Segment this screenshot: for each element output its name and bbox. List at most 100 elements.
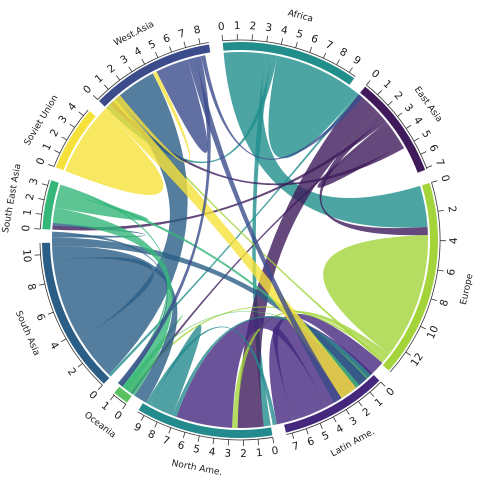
- region-label-oceania: Oceania: [82, 410, 117, 440]
- tick-label-latin-ame-3: 3: [348, 415, 360, 429]
- tick-mark-south-asia-2: [77, 363, 83, 368]
- tick-mark-soviet-union-3: [69, 123, 75, 128]
- tick-label-north-ame-4: 4: [208, 446, 217, 459]
- tick-label-south-east-asia-0: 0: [20, 225, 32, 232]
- tick-mark-east-asia-3: [397, 112, 403, 117]
- tick-mark-north-ame-0: [272, 437, 275, 444]
- tick-label-africa-5: 5: [295, 28, 305, 41]
- tick-mark-west-asia-6: [169, 46, 172, 53]
- tick-axis-africa: [222, 39, 356, 77]
- tick-mark-latin-ame-1: [369, 391, 375, 397]
- tick-mark-africa-8: [336, 59, 340, 66]
- tick-label-south-asia-6: 6: [34, 312, 48, 323]
- tick-label-south-asia-8: 8: [25, 282, 38, 291]
- tick-mark-west-asia-7: [183, 41, 187, 48]
- tick-label-east-asia-7: 7: [433, 157, 447, 168]
- tick-label-east-asia-2: 2: [392, 89, 405, 102]
- tick-label-south-asia-0: 0: [86, 389, 99, 402]
- tick-mark-europe-8: [431, 298, 437, 302]
- tick-mark-oceania-1: [109, 395, 115, 401]
- tick-label-africa-2: 2: [249, 20, 256, 32]
- tick-label-latin-ame-0: 0: [384, 385, 397, 398]
- tick-mark-europe-10: [420, 326, 426, 330]
- tick-label-west-asia-5: 5: [147, 38, 158, 52]
- tick-mark-north-ame-1: [257, 439, 260, 446]
- tick-label-latin-ame-6: 6: [306, 435, 317, 449]
- tick-label-east-asia-0: 0: [369, 67, 382, 81]
- tick-mark-europe-2: [437, 209, 444, 212]
- tick-mark-west-asia-2: [115, 75, 121, 81]
- tick-label-europe-0: 0: [438, 173, 451, 183]
- tick-mark-latin-ame-2: [358, 400, 363, 407]
- tick-mark-west-asia-8: [198, 38, 201, 45]
- tick-mark-north-ame-5: [197, 435, 200, 442]
- region-label-north-ame: North Ame.: [171, 459, 223, 478]
- tick-mark-europe-12: [405, 351, 411, 356]
- tick-label-south-asia-10: 10: [20, 249, 33, 263]
- tick-mark-south-asia-6: [47, 311, 54, 315]
- tick-label-europe-2: 2: [445, 205, 458, 213]
- tick-label-africa-4: 4: [280, 24, 289, 37]
- region-arc-soviet-union: [55, 111, 96, 171]
- tick-label-latin-ame-1: 1: [373, 396, 386, 409]
- tick-mark-south-asia-0: [98, 384, 103, 390]
- tick-label-soviet-union-3: 3: [56, 113, 70, 125]
- tick-mark-south-east-asia-1: [35, 213, 42, 215]
- tick-label-soviet-union-0: 0: [34, 156, 48, 167]
- tick-label-africa-9: 9: [351, 54, 363, 68]
- tick-label-north-ame-0: 0: [271, 445, 280, 458]
- tick-mark-latin-ame-0: [380, 381, 386, 387]
- tick-label-soviet-union-4: 4: [66, 100, 80, 113]
- tick-label-west-asia-7: 7: [177, 27, 187, 40]
- region-arc-south-asia: [42, 242, 110, 384]
- chord-west-asia-to-north-ame: [117, 56, 211, 387]
- tick-axis-south-east-asia: [39, 179, 50, 230]
- tick-axis-south-asia: [39, 242, 103, 386]
- region-arcs-layer: [42, 42, 438, 438]
- tick-mark-west-asia-4: [141, 58, 146, 65]
- tick-mark-east-asia-2: [387, 101, 393, 106]
- tick-label-north-ame-9: 9: [132, 421, 144, 435]
- region-label-south-east-asia: South East Asia: [1, 163, 23, 234]
- tick-mark-latin-ame-3: [345, 409, 350, 415]
- tick-mark-soviet-union-2: [61, 136, 68, 141]
- tick-mark-latin-ame-4: [332, 416, 337, 423]
- tick-label-europe-8: 8: [438, 298, 451, 308]
- tick-label-south-east-asia-1: 1: [21, 208, 34, 216]
- tick-mark-west-asia-0: [93, 95, 98, 100]
- tick-mark-africa-6: [309, 46, 313, 53]
- tick-axis-west-asia: [97, 42, 209, 100]
- tick-mark-africa-4: [280, 38, 283, 45]
- tick-mark-east-asia-6: [420, 151, 427, 155]
- region-arc-west-asia: [99, 44, 211, 107]
- tick-label-latin-ame-4: 4: [334, 422, 346, 436]
- tick-label-east-asia-5: 5: [419, 128, 433, 140]
- tick-mark-east-asia-4: [405, 124, 412, 129]
- tick-axis-oceania: [112, 394, 127, 405]
- region-arc-east-asia: [360, 86, 426, 173]
- tick-mark-south-east-asia-2: [38, 198, 45, 201]
- tick-label-west-asia-6: 6: [162, 32, 173, 46]
- tick-mark-south-asia-8: [38, 283, 45, 286]
- tick-mark-africa-0: [221, 34, 223, 41]
- tick-label-north-ame-6: 6: [176, 439, 186, 452]
- chord-latin-ame-to-europe: [269, 313, 383, 425]
- tick-label-north-ame-2: 2: [240, 448, 247, 460]
- region-arc-europe: [382, 182, 438, 371]
- region-label-soviet-union: Soviet Union: [23, 94, 61, 148]
- tick-label-south-east-asia-3: 3: [27, 177, 40, 187]
- chord-west-asia-to-west-asia: [156, 59, 208, 153]
- tick-label-west-asia-0: 0: [81, 83, 94, 96]
- tick-axis-north-ame: [137, 411, 273, 441]
- tick-label-east-asia-3: 3: [402, 102, 416, 115]
- tick-label-europe-10: 10: [425, 324, 442, 341]
- tick-mark-africa-9: [348, 67, 353, 73]
- tick-label-north-ame-7: 7: [161, 434, 171, 448]
- tick-mark-north-ame-7: [168, 427, 172, 434]
- chord-soviet-union-to-soviet-union: [65, 110, 164, 195]
- tick-label-west-asia-4: 4: [132, 45, 144, 59]
- tick-label-oceania-0: 0: [112, 409, 124, 423]
- tick-axis-europe: [390, 182, 441, 373]
- tick-label-europe-12: 12: [409, 351, 426, 369]
- tick-label-latin-ame-5: 5: [320, 429, 331, 443]
